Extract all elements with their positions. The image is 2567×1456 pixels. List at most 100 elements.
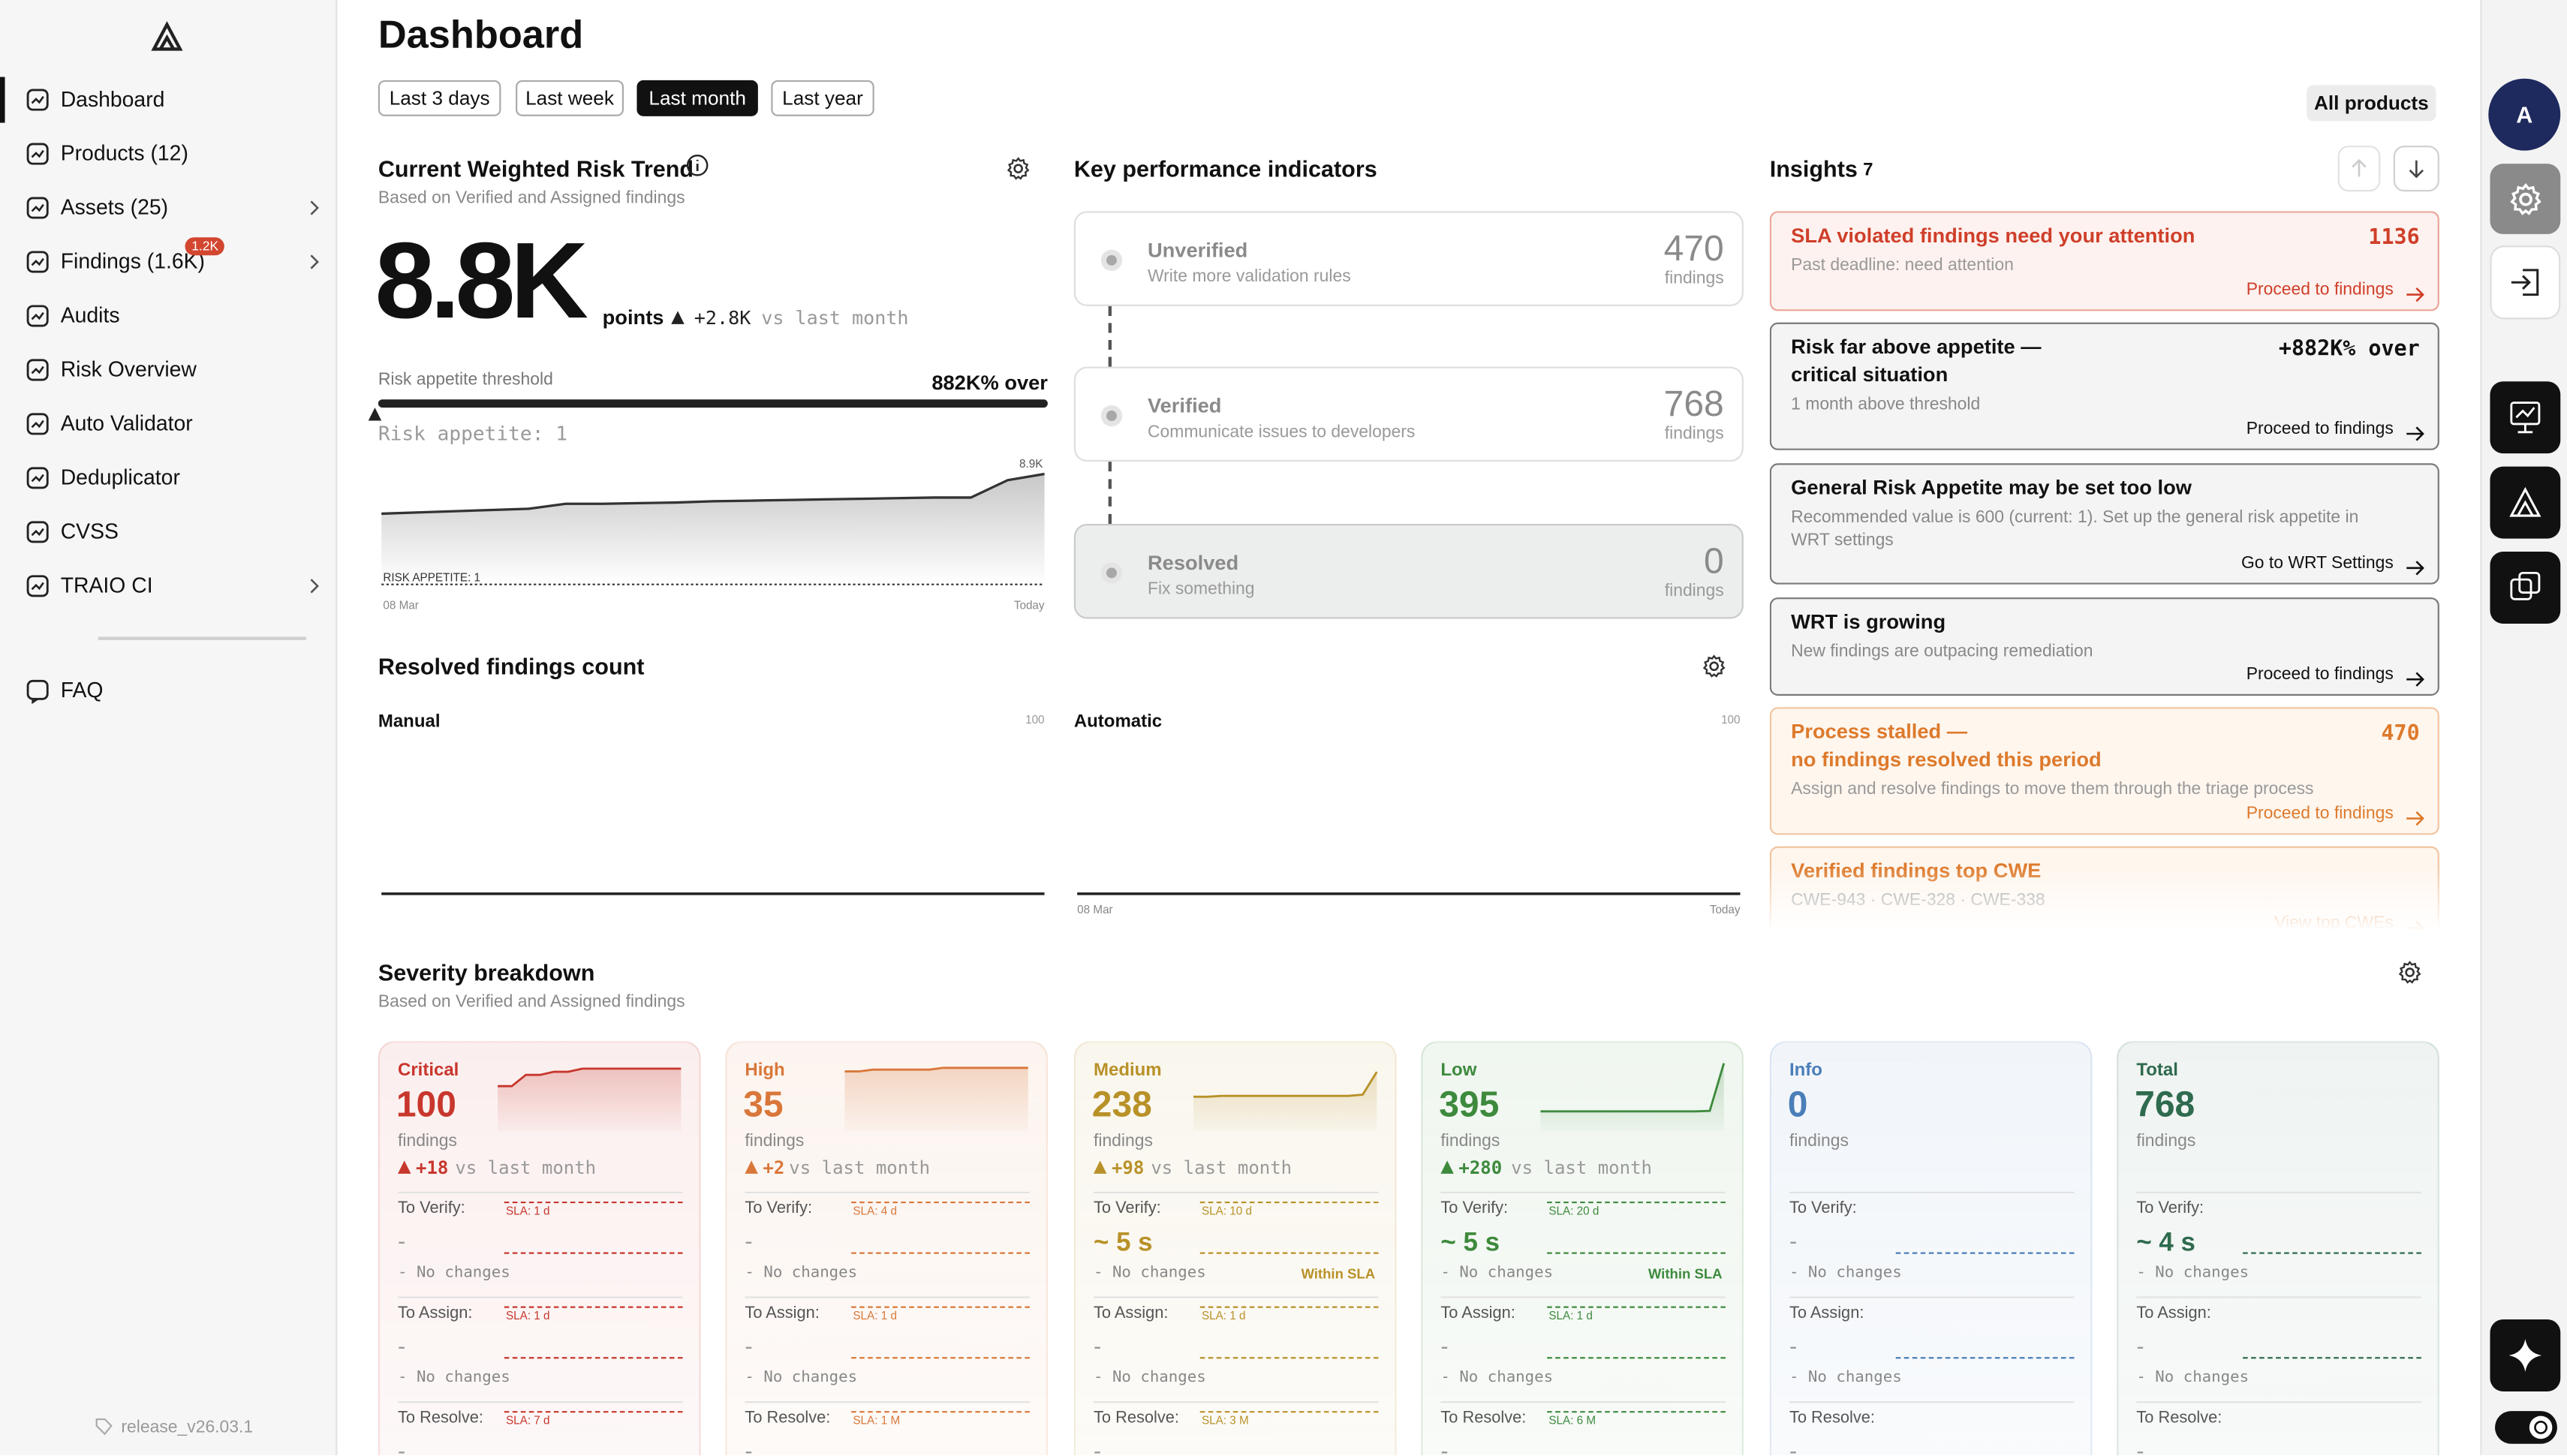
severity-trend [844,1066,1028,1132]
row-dash [1547,1252,1726,1254]
range-button[interactable]: Last 3 days [378,80,501,116]
sla-label: SLA: 10 d [1201,1206,1253,1218]
nav-item[interactable]: TRAIO CI [0,563,337,609]
info-icon-part [686,155,709,176]
trend-line [1193,1071,1378,1098]
scroll-up[interactable] [2337,146,2381,192]
rail-settings[interactable] [2490,164,2561,234]
nav-label: Auto Validator [60,411,193,436]
row-dash [1547,1357,1726,1359]
nav-item[interactable]: Audits [0,293,337,338]
release-version: release_v26.03.1 [121,1417,254,1438]
nav-item[interactable]: Risk Overview [0,347,337,393]
row-divider [398,1191,683,1194]
nav-item[interactable]: Findings (1.6K) 1.2K [0,237,337,284]
range-button[interactable]: Last month [636,80,758,116]
insight-desc: New findings are outpacing remediation [1791,641,2093,662]
kpi-card[interactable]: Resolved Fix something 0 findings [1073,523,1744,619]
sla-label: SLA: 1 d [1548,1311,1593,1323]
scroll-down[interactable] [2393,146,2439,192]
row-divider [2136,1191,2421,1194]
nav-item[interactable]: Assets (25) [0,185,337,230]
range-button[interactable]: Last week [516,80,624,116]
nav-badge: 1.2K [185,237,225,256]
severity-delta: +2 [763,1157,785,1179]
fade [1769,865,2442,932]
severity-unit: findings [1093,1131,1153,1151]
chevron [310,200,319,215]
rail-tool[interactable] [2490,466,2561,539]
products-filter[interactable]: All products [2307,85,2436,122]
insight-link[interactable]: Proceed to findings [2246,420,2394,440]
sla-line [504,1306,683,1308]
rail-tool[interactable] [2490,381,2561,454]
settings-icon[interactable] [2398,961,2421,984]
severity-delta: +280 [1458,1157,1503,1179]
avatar[interactable]: A [2488,78,2561,151]
insight-link[interactable]: Proceed to findings [2246,280,2394,301]
settings-icon[interactable] [1007,157,1030,180]
severity-name: Medium [1093,1060,1162,1081]
range-button[interactable]: Last year [771,80,874,116]
rail-login[interactable] [2490,245,2561,320]
nav-item[interactable]: Auto Validator [0,401,337,447]
insights-count: 7 [1863,160,1873,180]
row-value: - [1093,1437,1102,1456]
row-divider [398,1401,683,1403]
kpi-name: Unverified [1147,239,1248,262]
logo-part [151,21,183,51]
scroll-down-part [2409,160,2424,179]
rail-tool[interactable] [2490,552,2561,624]
rail-login-part [2511,269,2539,296]
row-dash [1199,1357,1379,1359]
insight-link[interactable]: Proceed to findings [2246,665,2394,685]
insight-card[interactable]: General Risk Appetite may be set too low… [1769,463,2439,585]
nav-item[interactable]: Dashboard [0,77,337,123]
row-note: - No changes [1789,1263,1902,1282]
risk-unit: points [602,305,664,329]
nav-icon-part [26,679,49,700]
theme-toggle[interactable] [2495,1411,2557,1444]
insight-link[interactable]: Proceed to findings [2246,804,2394,824]
rail-assistant-part [2508,1339,2542,1372]
severity-trend [1193,1071,1378,1132]
nav-item[interactable]: CVSS [0,509,337,555]
settings-icon-part [1709,661,1719,672]
kpi-radio [1100,405,1123,427]
row-label: To Resolve: [398,1409,483,1427]
insight-card[interactable]: SLA violated findings need your attentio… [1769,211,2439,311]
settings-icon[interactable] [1702,654,1726,678]
sla-label: SLA: 1 d [1201,1311,1246,1323]
nav-label: Deduplicator [60,465,180,490]
severity-unit: findings [1789,1131,1849,1151]
kpi-card[interactable]: Verified Communicate issues to developers… [1073,366,1744,462]
nav-item[interactable]: Products (12) [0,131,337,176]
chevron-part [310,200,319,215]
row-value: - [1440,1437,1449,1456]
row-label: To Verify: [1093,1199,1161,1218]
nav-item[interactable]: FAQ [0,668,337,714]
sla-label: SLA: 1 M [853,1415,901,1427]
insight-link[interactable]: Go to WRT Settings [2240,554,2394,574]
sla-line [1199,1411,1379,1413]
row-divider [1440,1296,1726,1298]
insight-card[interactable]: WRT is growing New findings are outpacing… [1769,597,2439,696]
row-value: - [1789,1437,1798,1456]
kpi-radio [1100,562,1123,584]
insight-title: Process stalled — [1791,720,1968,744]
nav-icon-part [26,305,49,327]
link-arrow [2406,426,2424,441]
nav-icon-part [31,257,44,266]
x-label: Today [1710,904,1741,916]
risk-delta: +2.8K [694,305,751,329]
row-status: Within SLA [1648,1265,1723,1282]
row-label: To Verify: [2136,1199,2204,1218]
insight-card[interactable]: Risk far above appetite — critical situat… [1769,322,2439,450]
x-label: 08 Mar [1077,904,1112,916]
sla-label: SLA: 7 d [505,1415,550,1427]
insight-card[interactable]: Process stalled — no findings resolved th… [1769,707,2439,835]
row-value: - [1789,1332,1798,1359]
rail-assistant[interactable] [2490,1319,2561,1391]
kpi-card[interactable]: Unverified Write more validation rules 470… [1073,211,1744,306]
nav-item[interactable]: Deduplicator [0,455,337,501]
